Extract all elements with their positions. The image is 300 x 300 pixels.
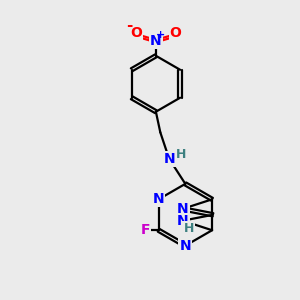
Text: F: F bbox=[141, 223, 150, 237]
Text: N: N bbox=[150, 34, 162, 48]
Text: N: N bbox=[177, 214, 188, 228]
Text: +: + bbox=[156, 30, 166, 40]
Text: N: N bbox=[163, 152, 175, 166]
Text: O: O bbox=[130, 26, 142, 40]
Text: -: - bbox=[126, 18, 133, 33]
Text: N: N bbox=[177, 202, 188, 216]
Text: H: H bbox=[183, 222, 194, 236]
Text: N: N bbox=[153, 192, 164, 206]
Text: O: O bbox=[170, 26, 182, 40]
Text: H: H bbox=[176, 148, 187, 161]
Text: N: N bbox=[179, 239, 191, 253]
